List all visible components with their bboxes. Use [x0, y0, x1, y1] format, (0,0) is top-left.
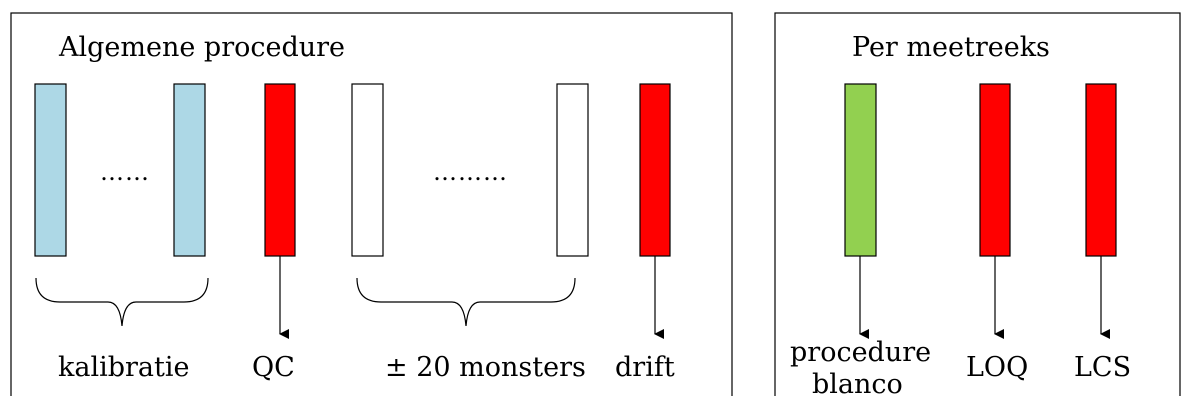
calibration-bar-last	[173, 83, 206, 257]
loq-bar	[979, 83, 1011, 257]
samples-brace	[356, 277, 576, 327]
left-panel-title: Algemene procedure	[58, 32, 345, 63]
drift-label: drift	[615, 352, 675, 383]
blank-label-line1: procedure	[790, 337, 931, 368]
lcs-label: LCS	[1074, 352, 1131, 383]
qc-bar	[264, 83, 296, 257]
calibration-bar-first	[34, 83, 67, 257]
right-panel-title: Per meetreeks	[852, 32, 1050, 63]
drift-bar	[639, 83, 671, 257]
right-panel: Per meetreeks procedure blanco LOQ LCS	[774, 12, 1181, 396]
samples-label: ± 20 monsters	[385, 352, 586, 383]
blank-bar	[844, 83, 877, 257]
sample-bar-last	[556, 83, 589, 257]
calibration-label: kalibratie	[58, 352, 189, 383]
right-panel-border	[774, 12, 1181, 396]
sample-bar-first	[351, 83, 384, 257]
blank-label-line2: blanco	[812, 369, 903, 396]
samples-dots: ………	[433, 158, 508, 186]
left-panel-border	[10, 12, 733, 396]
loq-label: LOQ	[966, 352, 1028, 383]
calibration-brace	[35, 277, 209, 327]
left-panel: Algemene procedure …… ……… kalibratie QC …	[10, 12, 733, 396]
qc-label: QC	[252, 352, 295, 383]
lcs-bar	[1085, 83, 1117, 257]
calibration-dots: ……	[100, 158, 150, 186]
